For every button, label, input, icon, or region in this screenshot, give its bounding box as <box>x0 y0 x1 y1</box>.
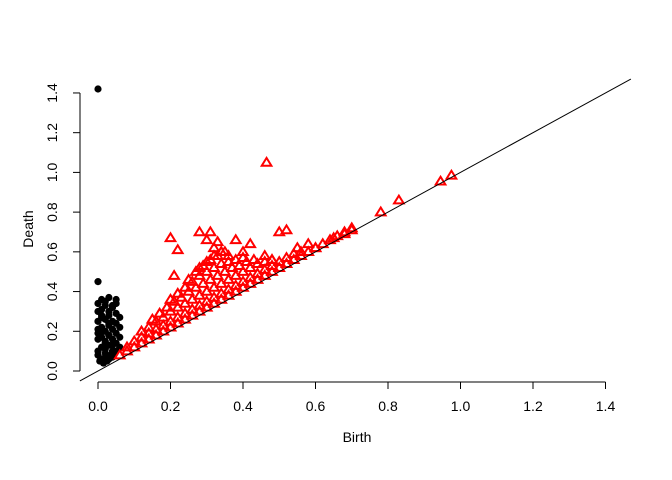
point-dim1 <box>308 241 323 253</box>
point-dim1 <box>171 243 185 255</box>
point-dim1 <box>327 231 341 243</box>
point-dim1 <box>392 193 406 205</box>
point-dim0 <box>98 311 106 319</box>
x-tick-label: 1.4 <box>596 398 616 414</box>
point-dim0 <box>108 341 117 349</box>
point-dim0 <box>116 323 124 331</box>
points-layer <box>94 85 459 367</box>
point-dim1 <box>374 205 388 217</box>
point-dim1 <box>207 241 221 253</box>
point-dim1 <box>120 340 134 352</box>
point-dim0 <box>98 327 106 335</box>
x-tick-label: 1.0 <box>451 398 471 414</box>
y-tick-label: 1.0 <box>44 162 60 182</box>
point-dim1 <box>214 257 228 268</box>
y-tick-label: 1.4 <box>44 83 60 103</box>
point-dim0 <box>105 331 113 339</box>
point-dim1 <box>279 223 294 235</box>
y-tick-label: 1.2 <box>44 123 60 143</box>
point-dim1 <box>214 245 228 257</box>
point-dim1 <box>163 293 178 304</box>
point-dim0 <box>94 351 102 359</box>
point-dim0 <box>108 347 117 355</box>
x-tick-label: 0.8 <box>378 398 398 414</box>
point-dim0 <box>101 339 109 347</box>
point-dim1 <box>200 255 214 266</box>
point-dim1 <box>185 275 199 286</box>
diagonal-line <box>79 78 632 382</box>
point-dim1 <box>221 249 236 261</box>
point-dim1 <box>247 253 261 265</box>
point-dim0 <box>116 343 124 351</box>
point-dim1 <box>258 249 272 261</box>
point-dim1 <box>258 255 272 266</box>
y-tick-label: 0.2 <box>44 321 60 341</box>
x-tick-label: 0.6 <box>306 398 326 414</box>
point-dim1 <box>433 174 448 186</box>
point-dim1 <box>178 281 192 292</box>
point-dim0 <box>101 349 109 357</box>
point-dim0 <box>116 313 124 321</box>
y-tick-label: 0.0 <box>44 361 60 381</box>
x-tick-label: 0.0 <box>88 398 108 414</box>
point-dim1 <box>287 247 301 259</box>
x-tick-label: 0.4 <box>233 398 253 414</box>
point-dim0 <box>105 293 113 302</box>
point-dim1 <box>236 245 250 257</box>
y-axis-title: Death <box>20 210 36 247</box>
point-dim1 <box>225 261 239 272</box>
point-dim1 <box>192 261 207 272</box>
point-dim0 <box>108 301 117 310</box>
point-dim1 <box>301 237 315 249</box>
point-dim1 <box>290 241 304 253</box>
point-dim1 <box>265 253 279 265</box>
point-dim1 <box>182 273 196 284</box>
point-dim1 <box>171 287 185 298</box>
point-dim1 <box>221 255 236 266</box>
point-dim1 <box>259 155 274 167</box>
point-dim1 <box>203 225 217 237</box>
x-axis: 0.0 0.2 0.4 0.6 0.8 1.0 1.2 1.4 <box>88 381 616 414</box>
point-dim0 <box>116 333 124 341</box>
point-dim1 <box>160 300 174 312</box>
point-dim1 <box>153 306 167 318</box>
point-dim1 <box>192 225 207 237</box>
point-dim1 <box>243 237 257 249</box>
point-dim1 <box>145 312 159 324</box>
point-dim1 <box>211 235 225 247</box>
point-dim1 <box>236 251 250 263</box>
point-dim1 <box>345 221 359 233</box>
point-dim1 <box>345 223 359 235</box>
point-dim0 <box>105 319 113 327</box>
point-dim1 <box>200 233 214 245</box>
x-axis-title: Birth <box>343 429 372 445</box>
y-tick-label: 0.8 <box>44 202 60 222</box>
point-dim0 <box>94 278 102 286</box>
y-axis: 0.0 0.2 0.4 0.6 0.8 1.0 1.2 1.4 <box>44 83 81 381</box>
point-dim0 <box>112 295 120 304</box>
point-dim1 <box>229 233 243 245</box>
x-tick-label: 1.2 <box>523 398 543 414</box>
point-dim0 <box>108 325 117 333</box>
y-tick-label: 0.6 <box>44 242 60 262</box>
point-dim1 <box>142 320 156 332</box>
point-dim1 <box>272 225 286 237</box>
point-dim1 <box>444 168 459 180</box>
x-tick-label: 0.2 <box>161 398 181 414</box>
point-dim1 <box>163 231 178 243</box>
y-tick-label: 0.4 <box>44 282 60 302</box>
point-dim0 <box>94 85 102 93</box>
point-dim1 <box>167 269 181 280</box>
